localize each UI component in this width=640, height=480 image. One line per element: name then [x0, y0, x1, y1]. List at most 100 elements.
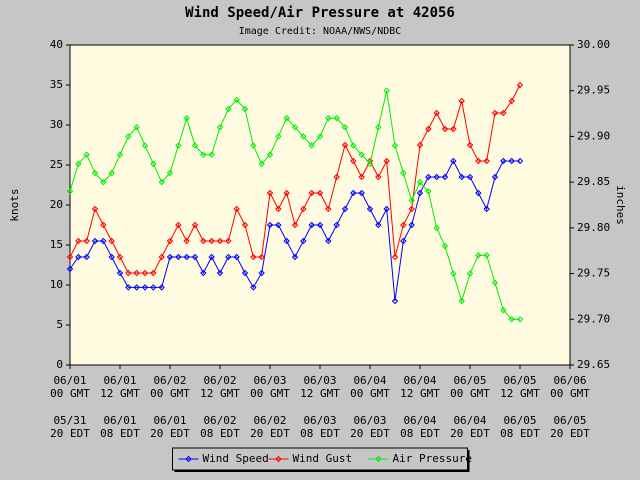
x-tick-label-edt: 06/05 — [503, 414, 536, 427]
x-tick-label: 12 GMT — [200, 387, 240, 400]
series-marker — [283, 237, 290, 245]
series-marker — [491, 173, 499, 181]
series-marker — [108, 253, 115, 261]
series-marker — [466, 141, 474, 149]
legend — [172, 447, 468, 471]
series-marker — [275, 205, 282, 213]
series-marker — [450, 270, 457, 277]
series-marker — [200, 269, 207, 277]
series-marker — [66, 253, 74, 261]
series-marker — [316, 133, 324, 140]
series-marker — [91, 205, 99, 213]
y2-tick-label: 29.85 — [577, 175, 610, 188]
series-marker — [216, 237, 224, 245]
series-marker — [75, 253, 82, 261]
series-line — [69, 159, 520, 302]
x-tick-label: 12 GMT — [100, 387, 140, 400]
series-marker — [383, 157, 390, 165]
series-marker — [450, 125, 457, 133]
series-marker — [508, 97, 515, 105]
x-tick-label: 06/04 — [353, 374, 386, 387]
series-marker — [483, 252, 490, 259]
series-marker — [191, 221, 199, 229]
y-tick-label: 30 — [50, 118, 63, 131]
series-marker — [141, 269, 149, 277]
series-marker — [275, 133, 282, 140]
series-marker — [425, 125, 432, 133]
series-marker — [100, 221, 107, 229]
series-marker — [400, 169, 407, 177]
series-marker — [325, 205, 332, 213]
series-marker — [508, 157, 515, 165]
series-marker — [275, 221, 282, 229]
series-marker — [516, 316, 524, 323]
series-marker — [150, 160, 157, 168]
series-marker — [91, 169, 99, 177]
series-marker — [266, 189, 274, 197]
x-tick-label-edt: 20 EDT — [150, 427, 190, 440]
y-tick-label: 5 — [56, 318, 63, 331]
y-tick-label: 40 — [50, 38, 63, 51]
series-marker — [433, 173, 440, 181]
series-marker — [200, 237, 207, 245]
x-tick-label: 00 GMT — [250, 387, 290, 400]
series-marker — [116, 253, 124, 261]
x-tick-label: 06/02 — [153, 374, 186, 387]
x-tick-label-edt: 20 EDT — [350, 427, 390, 440]
series-marker — [216, 124, 224, 131]
series-marker — [450, 157, 457, 165]
series-marker — [375, 221, 382, 229]
series-marker — [125, 133, 132, 140]
series-marker — [366, 205, 374, 213]
x-tick-label-edt: 08 EDT — [200, 427, 240, 440]
y2-tick-label: 29.75 — [577, 267, 610, 280]
x-tick-label: 06/06 — [553, 374, 586, 387]
series-marker — [483, 205, 490, 213]
series-marker — [516, 81, 524, 89]
series-marker — [458, 97, 465, 105]
series-marker — [291, 221, 299, 229]
y2-tick-label: 29.70 — [577, 312, 610, 325]
series-marker — [433, 109, 440, 117]
series-marker — [166, 253, 174, 261]
x-tick-label: 00 GMT — [450, 387, 490, 400]
series-marker — [250, 142, 257, 149]
legend-label: Wind Gust — [293, 452, 353, 465]
series-marker — [108, 237, 115, 245]
x-tick-label: 06/01 — [103, 374, 136, 387]
series-marker — [308, 221, 315, 229]
series-marker — [108, 169, 115, 177]
series-marker — [150, 284, 157, 291]
series-marker — [216, 269, 224, 277]
series-marker — [208, 151, 215, 158]
series-marker — [408, 221, 415, 229]
series-marker — [475, 252, 482, 259]
x-tick-label-edt: 08 EDT — [500, 427, 540, 440]
series-marker — [183, 114, 190, 122]
series-marker — [83, 253, 90, 261]
x-tick-label: 06/02 — [203, 374, 236, 387]
x-tick-label: 06/03 — [253, 374, 286, 387]
x-tick-label-edt: 06/01 — [103, 414, 136, 427]
series-marker — [166, 169, 174, 177]
series-marker — [133, 284, 140, 291]
series-marker — [341, 205, 349, 213]
series-marker — [325, 237, 332, 245]
series-marker — [441, 242, 449, 250]
series-marker — [400, 221, 407, 229]
x-tick-label: 12 GMT — [400, 387, 440, 400]
series-marker — [100, 237, 107, 245]
series-marker — [350, 142, 357, 149]
series-marker — [491, 279, 499, 286]
series-marker — [233, 205, 240, 213]
x-tick-label-edt: 06/05 — [553, 414, 586, 427]
series-marker — [133, 124, 140, 131]
x-tick-label-edt: 06/02 — [203, 414, 236, 427]
series-marker — [483, 157, 490, 165]
series-marker — [400, 237, 407, 245]
x-tick-label: 00 GMT — [550, 387, 590, 400]
series-marker — [333, 221, 340, 229]
series-line — [69, 90, 520, 320]
y-tick-label: 25 — [50, 158, 63, 171]
series-marker — [341, 141, 349, 149]
